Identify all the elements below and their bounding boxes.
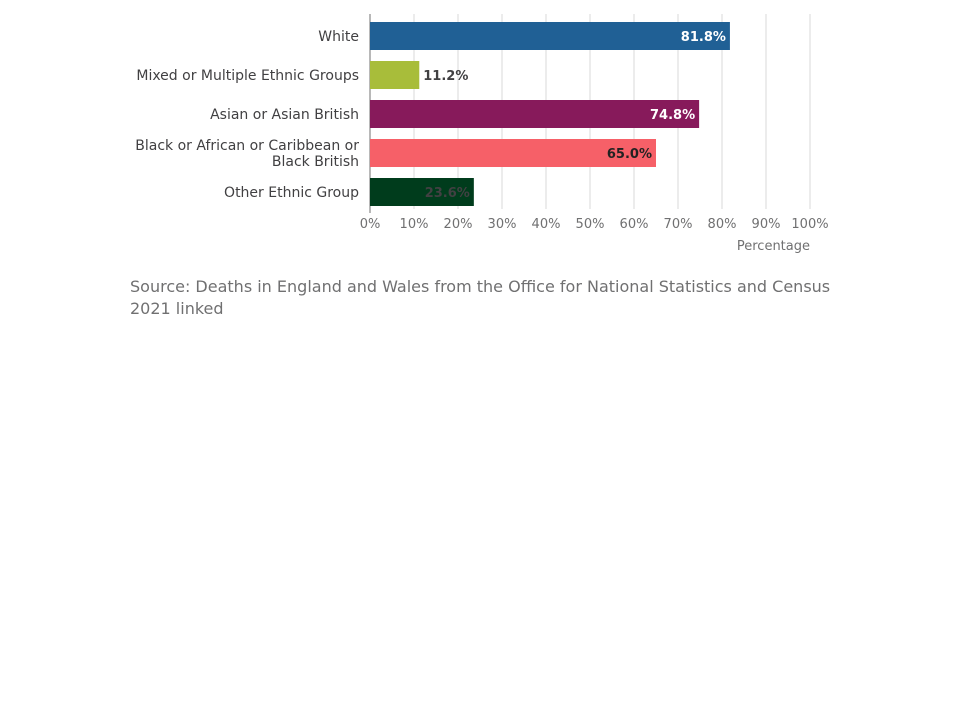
data-label: 23.6%	[425, 186, 470, 201]
category-label-line: Black or African or Caribbean or	[135, 138, 359, 154]
x-axis-title: Percentage	[737, 239, 810, 254]
source-note: Source: Deaths in England and Wales from…	[130, 277, 831, 318]
category-label: Asian or Asian British	[210, 107, 359, 123]
category-label-layer: 81.8% White 11.2% Mixed or Multiple Ethnic …	[135, 29, 726, 201]
bar	[370, 61, 420, 89]
tick-label-layer: 0% 10% 20% 30% 40% 50% 60% 70% 80% 90% 100%	[360, 217, 829, 232]
bar-chart: 81.8% White 11.2% Mixed or Multiple Ethnic …	[135, 14, 829, 254]
data-label: 11.2%	[423, 69, 468, 84]
x-tick-label: 80%	[708, 217, 737, 232]
category-label: Black or African or Caribbean or Black Br…	[135, 138, 359, 170]
x-tick-label: 10%	[400, 217, 429, 232]
bar	[370, 100, 700, 128]
data-label: 65.0%	[607, 147, 652, 162]
x-tick-label: 70%	[664, 217, 693, 232]
bar	[370, 178, 474, 206]
x-tick-label: 60%	[620, 217, 649, 232]
bar	[370, 139, 656, 167]
x-tick-label: 0%	[360, 217, 381, 232]
category-label: Other Ethnic Group	[224, 185, 359, 201]
bar-layer	[370, 22, 730, 206]
category-label: White	[318, 29, 359, 45]
x-tick-label: 40%	[532, 217, 561, 232]
x-tick-label: 100%	[791, 217, 828, 232]
data-label: 74.8%	[650, 108, 695, 123]
x-tick-label: 50%	[576, 217, 605, 232]
x-tick-label: 90%	[752, 217, 781, 232]
data-label: 81.8%	[681, 30, 726, 45]
bar	[370, 22, 730, 50]
category-label: Mixed or Multiple Ethnic Groups	[136, 68, 359, 84]
category-label-line: Black British	[272, 154, 359, 170]
x-tick-label: 20%	[444, 217, 473, 232]
x-tick-label: 30%	[488, 217, 517, 232]
